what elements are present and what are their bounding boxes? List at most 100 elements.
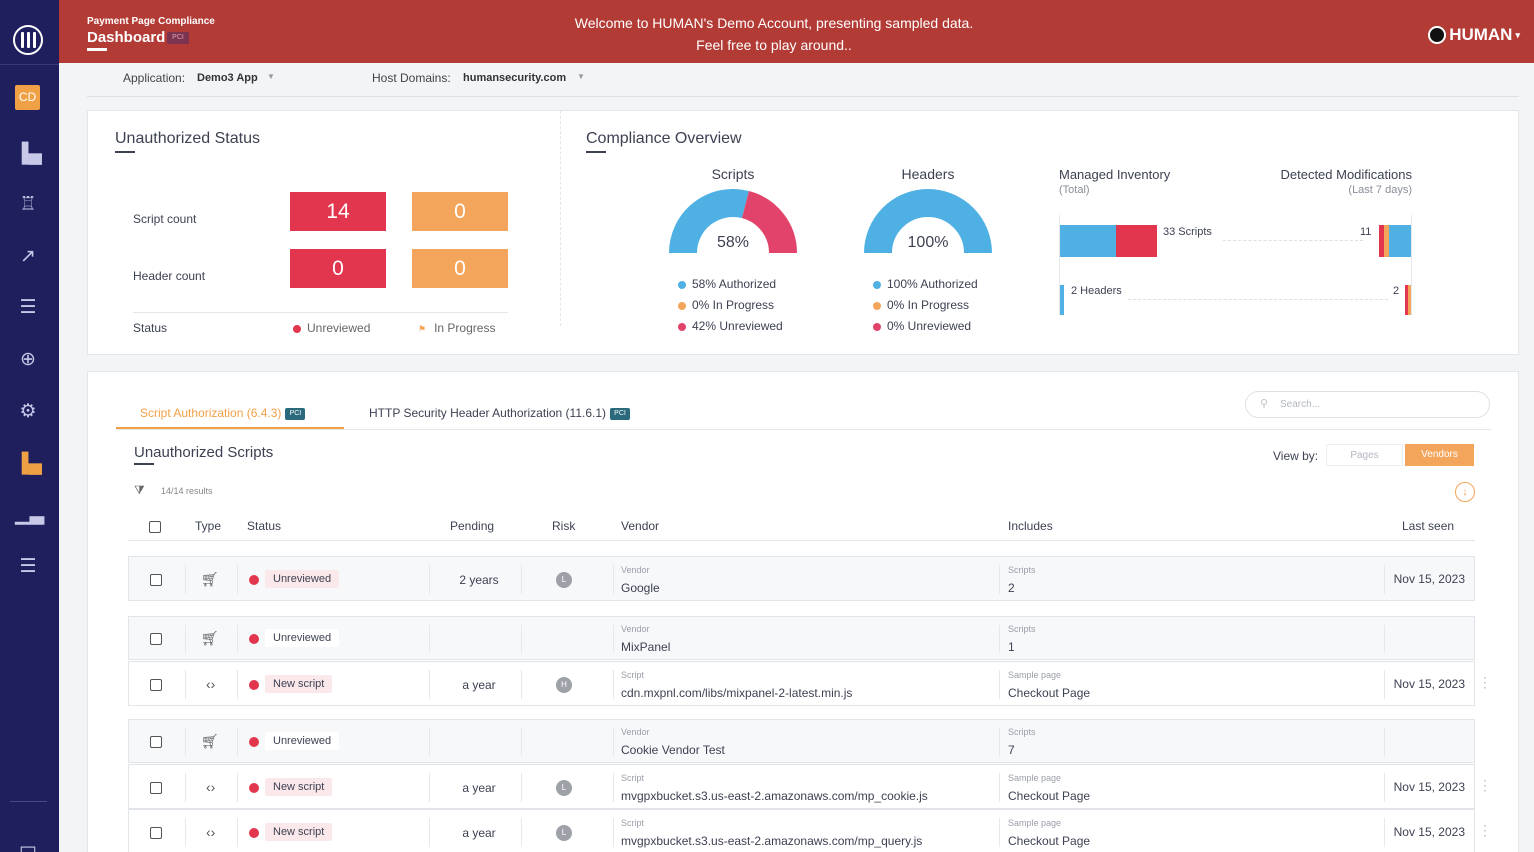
expand-icon[interactable]: ▭ xyxy=(19,839,37,852)
tab-script-authorization[interactable]: Script Authorization (6.4.3) PCI xyxy=(140,406,306,420)
view-vendors-button[interactable]: Vendors xyxy=(1405,444,1474,466)
row-checkbox[interactable] xyxy=(150,573,162,586)
vendor-label: Script xyxy=(621,669,645,680)
column-pending[interactable]: Pending xyxy=(450,519,495,533)
histogram-icon[interactable]: ▁▃ xyxy=(15,504,45,525)
bar-chart-icon[interactable]: ▐▄ xyxy=(15,453,42,474)
brand-menu[interactable]: HUMAN ▾ xyxy=(1428,25,1520,45)
scripts-gauge[interactable] xyxy=(668,189,798,257)
modifications-bar[interactable] xyxy=(1379,225,1384,257)
code-icon: ‹› xyxy=(206,823,216,840)
row-checkbox[interactable] xyxy=(150,633,162,645)
status-dot xyxy=(249,737,259,747)
script-in-progress-count[interactable]: 0 xyxy=(412,192,508,231)
headers-modifications-count: 2 xyxy=(1393,285,1400,297)
vendor-row[interactable]: 🛒︎ Unreviewed Vendor MixPanel Scripts 1 xyxy=(128,616,1475,660)
chevron-down-icon[interactable]: ▼ xyxy=(577,72,585,81)
header-in-progress-count[interactable]: 0 xyxy=(412,249,508,288)
cell-divider xyxy=(1384,773,1385,802)
column-last-seen[interactable]: Last seen xyxy=(1402,519,1455,533)
vendor-row[interactable]: 🛒︎ Unreviewed Vendor Cookie Vendor Test … xyxy=(128,719,1475,763)
risk-badge: H xyxy=(556,676,572,693)
view-by-label: View by: xyxy=(1273,449,1319,463)
chevron-down-icon[interactable]: ▼ xyxy=(267,72,275,81)
row-checkbox[interactable] xyxy=(150,678,162,691)
scripts-unreviewed-bar[interactable] xyxy=(1116,225,1157,257)
scripts-authorized-bar[interactable] xyxy=(1060,225,1116,257)
includes-label: Sample page xyxy=(1008,772,1062,783)
top-bar: Payment Page Compliance Dashboard PCI We… xyxy=(59,0,1534,63)
globe-icon[interactable]: ⊕ xyxy=(20,349,36,370)
scripts-gauge-center: 58% xyxy=(716,234,750,251)
row-checkbox[interactable] xyxy=(150,781,162,794)
column-includes[interactable]: Includes xyxy=(1008,519,1053,533)
vendor-value[interactable]: cdn.mxpnl.com/libs/mixpanel-2-latest.min… xyxy=(621,685,853,700)
cart-icon: 🛒︎ xyxy=(201,630,219,646)
divider xyxy=(133,312,508,313)
modifications-bar[interactable] xyxy=(1384,225,1389,257)
cell-divider xyxy=(1384,625,1385,653)
avatar[interactable]: CD xyxy=(15,85,40,110)
search-input[interactable]: ⚲ Search... xyxy=(1245,391,1490,418)
settings-shield-icon[interactable]: ⚙ xyxy=(19,401,37,422)
modifications-bar[interactable] xyxy=(1389,225,1411,257)
headers-gauge[interactable] xyxy=(863,189,993,257)
includes-value: 2 xyxy=(1008,580,1015,595)
select-all-checkbox[interactable] xyxy=(149,521,161,533)
view-pages-button[interactable]: Pages xyxy=(1326,444,1403,466)
legend-in-progress-label: In Progress xyxy=(434,321,496,335)
vendor-row[interactable]: 🛒︎ Unreviewed 2 years L Vendor Google Sc… xyxy=(128,556,1475,601)
headers-authorized-bar[interactable] xyxy=(1060,285,1064,315)
people-chart-icon[interactable]: ♖ xyxy=(19,194,37,215)
row-menu-icon[interactable]: ⋮ xyxy=(1478,673,1492,690)
modifications-bar[interactable] xyxy=(1405,285,1408,315)
script-count-label: Script count xyxy=(133,212,197,226)
status-dot xyxy=(249,782,259,793)
headers-gauge-title: Headers xyxy=(901,166,955,182)
script-unreviewed-count[interactable]: 14 xyxy=(290,192,386,231)
vendor-value[interactable]: mvgpxbucket.s3.us-east-2.amazonaws.com/m… xyxy=(621,833,923,848)
tab-header-authorization[interactable]: HTTP Security Header Authorization (11.6… xyxy=(369,406,630,420)
modifications-bar[interactable] xyxy=(1408,285,1411,315)
pending-value: 2 years xyxy=(459,572,499,587)
bar-chart-icon[interactable]: ▐▄ xyxy=(15,143,42,164)
application-label: Application: xyxy=(123,71,186,85)
column-status[interactable]: Status xyxy=(247,519,282,533)
managed-inventory-title: Managed Inventory xyxy=(1059,167,1171,182)
download-icon[interactable]: ↓ xyxy=(1455,482,1475,502)
cell-divider xyxy=(237,728,238,756)
filter-icon[interactable]: ⧩ xyxy=(134,483,145,497)
welcome-line-1: Welcome to HUMAN's Demo Account, present… xyxy=(574,15,974,31)
title-underline xyxy=(115,151,135,153)
cell-divider xyxy=(613,818,614,847)
row-menu-icon[interactable]: ⋮ xyxy=(1478,821,1492,838)
script-row[interactable]: ‹› New script a year H Script cdn.mxpnl.… xyxy=(128,661,1475,706)
application-select[interactable]: Demo3 App xyxy=(197,72,258,84)
cell-divider xyxy=(521,625,522,653)
column-vendor[interactable]: Vendor xyxy=(621,519,660,533)
script-row[interactable]: ‹› New script a year L Script mvgpxbucke… xyxy=(128,809,1475,852)
welcome-line-2: Feel free to play around.. xyxy=(696,37,852,53)
cell-divider xyxy=(999,728,1000,756)
overview-card: Unauthorized Status Script count Header … xyxy=(87,110,1519,355)
list-icon[interactable]: ☰ xyxy=(19,297,37,318)
host-domains-select[interactable]: humansecurity.com xyxy=(463,72,567,84)
unreviewed-dot xyxy=(873,322,881,331)
script-row[interactable]: ‹› New script a year L Script mvgpxbucke… xyxy=(128,764,1475,809)
row-menu-icon[interactable]: ⋮ xyxy=(1478,776,1492,793)
cell-divider xyxy=(237,818,238,847)
list-icon[interactable]: ☰ xyxy=(19,556,37,577)
cell-divider xyxy=(429,625,430,653)
trend-chart-icon[interactable]: ↗ xyxy=(20,246,36,267)
unreviewed-dot xyxy=(678,322,686,331)
human-logo-icon[interactable] xyxy=(13,25,43,55)
cell-divider xyxy=(1384,565,1385,594)
cell-divider xyxy=(185,565,186,594)
row-checkbox[interactable] xyxy=(150,736,162,748)
row-checkbox[interactable] xyxy=(150,826,162,839)
column-type[interactable]: Type xyxy=(195,519,222,533)
vendor-value[interactable]: mvgpxbucket.s3.us-east-2.amazonaws.com/m… xyxy=(621,788,928,803)
header-unreviewed-count[interactable]: 0 xyxy=(290,249,386,288)
column-risk[interactable]: Risk xyxy=(552,519,576,533)
axis-line xyxy=(1059,215,1060,315)
